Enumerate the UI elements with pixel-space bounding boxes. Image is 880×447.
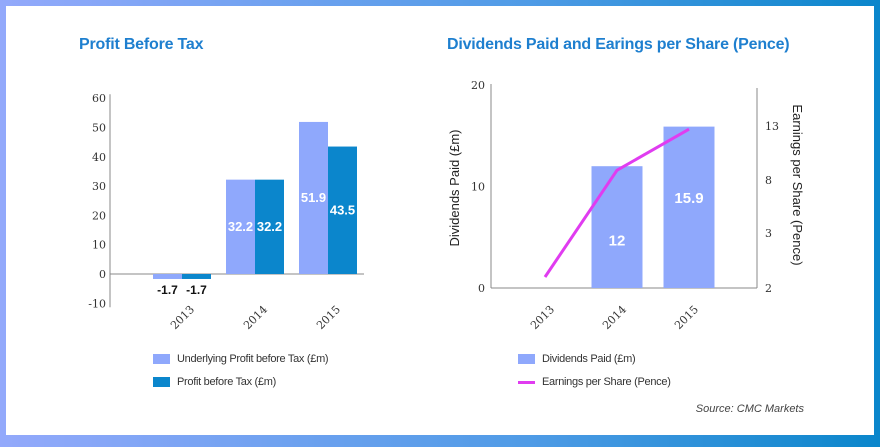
legend-label: Profit before Tax (£m) (177, 376, 276, 388)
source-note: Source: CMC Markets (695, 403, 804, 415)
legend-swatch-light (153, 354, 170, 364)
bar-profit-2014 (255, 179, 284, 274)
y-tick-label: 0 (478, 282, 485, 295)
y-right-tick-label: 13 (765, 120, 779, 133)
y-tick-label: 10 (92, 239, 106, 252)
y-tick-label: 60 (92, 92, 106, 105)
bar-dividends-2014 (591, 166, 643, 288)
legend-label: Dividends Paid (£m) (542, 353, 636, 365)
x-tick-label: 2015 (314, 303, 343, 332)
y-axis-title-right: Earnings per Share (Pence) (790, 104, 805, 265)
x-tick-label: 2014 (241, 303, 270, 332)
data-label: -1.7 (157, 283, 178, 297)
data-label: 32.2 (257, 219, 282, 234)
legend-line-swatch (518, 380, 535, 384)
legend-item-profit: Profit before Tax (£m) (153, 376, 276, 388)
y-tick-label: 20 (92, 209, 106, 222)
x-tick-label: 2013 (528, 303, 557, 332)
chart-panel (6, 6, 874, 435)
data-label: 43.5 (330, 202, 355, 217)
bar-profit-2013 (182, 274, 211, 279)
data-label: 32.2 (228, 219, 253, 234)
y-tick-label: 30 (92, 180, 106, 193)
y-right-tick-label: 2 (765, 282, 772, 295)
bar-underlying-2014 (226, 179, 255, 274)
data-label: 51.9 (301, 190, 326, 205)
bar-underlying-2013 (153, 274, 182, 279)
x-tick-label: 2015 (672, 303, 701, 332)
x-tick-label: 2013 (168, 303, 197, 332)
legend-item-eps: Earnings per Share (Pence) (518, 376, 671, 388)
bar-dividends-2015 (663, 126, 715, 289)
y-tick-label: 50 (92, 122, 106, 135)
legend-label: Earnings per Share (Pence) (542, 376, 671, 388)
x-tick-label: 2014 (600, 303, 629, 332)
chart-title-dividends: Dividends Paid and Earings per Share (Pe… (447, 36, 790, 53)
y-right-tick-label: 8 (765, 174, 772, 187)
legend-item-dividends: Dividends Paid (£m) (518, 353, 636, 365)
y-tick-label: 10 (471, 181, 485, 194)
chart-title-profit: Profit Before Tax (79, 36, 204, 53)
data-label: 15.9 (674, 190, 703, 207)
y-tick-label: -10 (88, 297, 106, 310)
y-tick-label: 0 (99, 268, 106, 281)
y-tick-label: 20 (471, 79, 485, 92)
y-tick-label: 40 (92, 151, 106, 164)
legend-swatch-light (518, 354, 535, 364)
legend-label: Underlying Profit before Tax (£m) (177, 353, 329, 365)
data-label: -1.7 (186, 283, 207, 297)
y-right-tick-label: 3 (765, 227, 772, 240)
legend-item-underlying: Underlying Profit before Tax (£m) (153, 353, 329, 365)
bar-underlying-2015 (299, 121, 328, 274)
bar-profit-2015 (328, 146, 357, 274)
legend-swatch-dark (153, 377, 170, 387)
data-label: 12 (609, 233, 626, 250)
y-axis-title: Dividends Paid (£m) (447, 129, 462, 246)
